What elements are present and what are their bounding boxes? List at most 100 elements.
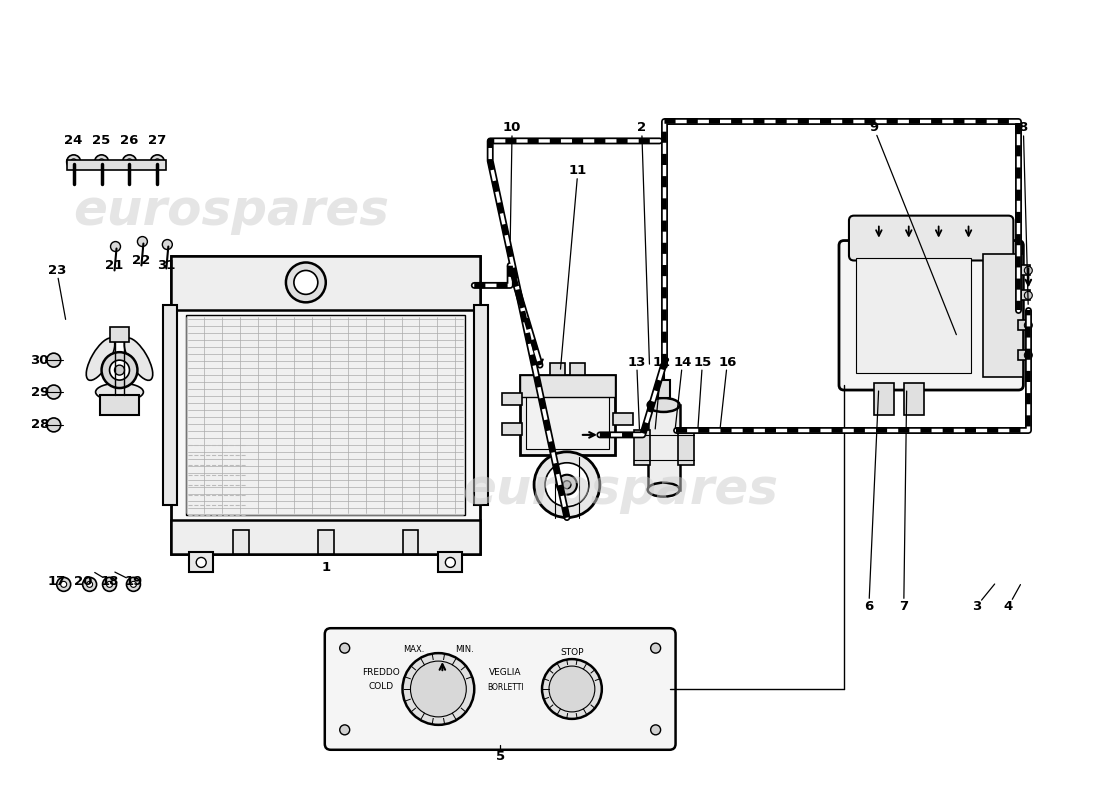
Circle shape <box>126 159 132 165</box>
Circle shape <box>102 578 117 591</box>
Circle shape <box>126 578 141 591</box>
Circle shape <box>1024 266 1032 274</box>
Text: 2: 2 <box>637 122 646 134</box>
Text: MAX.: MAX. <box>403 645 425 654</box>
Bar <box>678 430 693 465</box>
Ellipse shape <box>124 338 153 380</box>
Bar <box>172 255 481 310</box>
Text: MIN.: MIN. <box>455 645 474 654</box>
Circle shape <box>57 578 70 591</box>
Text: 23: 23 <box>47 264 66 277</box>
Bar <box>613 413 632 425</box>
Circle shape <box>410 661 466 717</box>
Bar <box>403 530 418 554</box>
Text: 1: 1 <box>321 561 330 574</box>
Circle shape <box>544 462 588 506</box>
Ellipse shape <box>648 398 680 412</box>
Bar <box>503 423 522 435</box>
Bar <box>172 519 481 554</box>
Circle shape <box>446 558 455 567</box>
Text: VEGLIA: VEGLIA <box>488 667 521 677</box>
Bar <box>1019 350 1031 360</box>
Bar <box>318 530 333 554</box>
Text: 24: 24 <box>65 134 82 147</box>
Bar <box>526 381 608 449</box>
Circle shape <box>47 353 60 367</box>
Ellipse shape <box>86 338 114 380</box>
Text: 30: 30 <box>31 354 50 366</box>
Bar <box>658 380 670 398</box>
Circle shape <box>107 582 112 587</box>
Circle shape <box>122 155 136 169</box>
Bar <box>100 395 140 415</box>
Ellipse shape <box>96 383 143 401</box>
Bar <box>648 405 680 490</box>
Circle shape <box>557 474 576 494</box>
Bar <box>110 327 130 342</box>
Bar <box>439 553 462 572</box>
Bar <box>474 306 488 505</box>
Circle shape <box>1024 351 1032 359</box>
Circle shape <box>87 582 92 587</box>
Text: 8: 8 <box>1019 122 1028 134</box>
Bar <box>1019 290 1031 300</box>
Circle shape <box>110 360 130 380</box>
Bar <box>67 160 166 170</box>
Circle shape <box>82 578 97 591</box>
Circle shape <box>650 643 661 653</box>
Circle shape <box>542 659 602 719</box>
Circle shape <box>294 270 318 294</box>
Circle shape <box>114 365 124 375</box>
Text: 13: 13 <box>627 356 646 369</box>
Bar <box>873 383 894 415</box>
Text: 29: 29 <box>31 386 48 398</box>
Bar <box>503 393 522 405</box>
Bar <box>1019 320 1031 330</box>
Circle shape <box>138 237 147 246</box>
Text: 5: 5 <box>496 750 505 763</box>
Text: 27: 27 <box>148 134 166 147</box>
Circle shape <box>1024 322 1032 330</box>
Circle shape <box>67 155 80 169</box>
FancyBboxPatch shape <box>839 241 1023 390</box>
Circle shape <box>563 481 571 489</box>
Circle shape <box>196 558 206 567</box>
Bar <box>904 383 924 415</box>
Circle shape <box>110 242 121 251</box>
Circle shape <box>549 666 595 712</box>
Circle shape <box>151 155 164 169</box>
Bar <box>520 375 615 455</box>
Text: 15: 15 <box>693 356 712 369</box>
Text: 17: 17 <box>47 575 66 588</box>
Text: 11: 11 <box>569 164 587 178</box>
Bar <box>163 306 177 505</box>
Circle shape <box>70 159 77 165</box>
Bar <box>1019 266 1031 275</box>
Text: STOP: STOP <box>560 648 584 657</box>
FancyBboxPatch shape <box>849 216 1013 261</box>
Text: 9: 9 <box>869 122 879 134</box>
Text: 18: 18 <box>100 575 119 588</box>
Text: 19: 19 <box>124 575 143 588</box>
Text: COLD: COLD <box>368 682 393 690</box>
Bar <box>570 363 585 375</box>
Bar <box>520 375 615 397</box>
Bar <box>634 430 650 465</box>
Circle shape <box>1024 291 1032 299</box>
Text: eurospares: eurospares <box>73 186 389 234</box>
Circle shape <box>99 159 104 165</box>
Bar <box>856 258 970 373</box>
Circle shape <box>95 155 109 169</box>
Circle shape <box>286 262 326 302</box>
Text: 3: 3 <box>972 600 981 613</box>
Circle shape <box>403 653 474 725</box>
Circle shape <box>340 725 350 735</box>
Text: BORLETTI: BORLETTI <box>487 682 524 691</box>
FancyBboxPatch shape <box>324 628 675 750</box>
Text: 14: 14 <box>673 356 692 369</box>
Text: 4: 4 <box>1004 600 1013 613</box>
Text: 28: 28 <box>31 418 50 431</box>
Text: FREDDO: FREDDO <box>362 667 399 677</box>
Circle shape <box>47 418 60 432</box>
Text: 12: 12 <box>652 356 671 369</box>
